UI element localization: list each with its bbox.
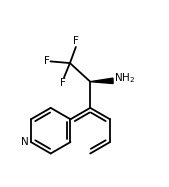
Text: NH$_2$: NH$_2$ bbox=[114, 71, 136, 85]
Text: F: F bbox=[73, 36, 79, 46]
Text: F: F bbox=[44, 56, 50, 66]
Text: N: N bbox=[21, 137, 29, 147]
Text: F: F bbox=[60, 78, 66, 88]
Polygon shape bbox=[90, 78, 113, 84]
